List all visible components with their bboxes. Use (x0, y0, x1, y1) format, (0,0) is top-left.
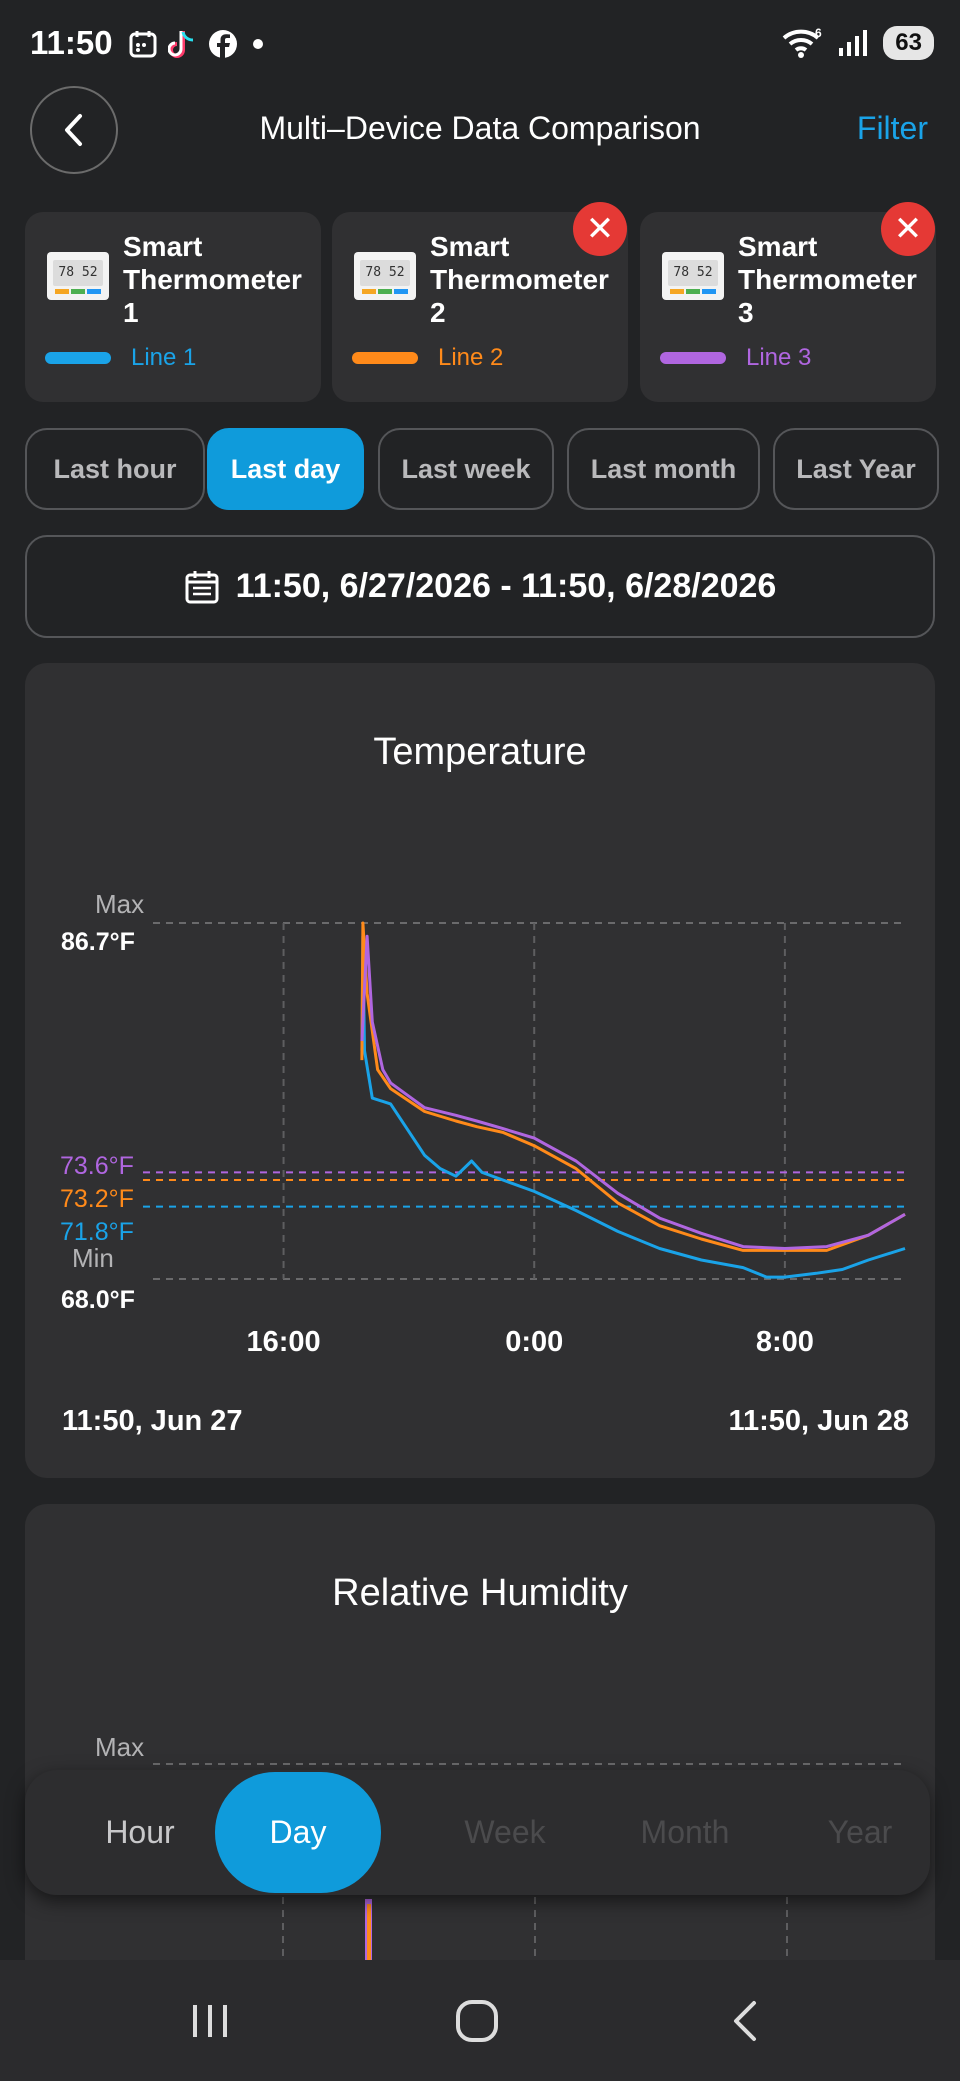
battery-indicator: 63 (883, 26, 934, 60)
recent-apps-button[interactable] (150, 1960, 270, 2081)
line-color-swatch (352, 352, 418, 364)
humidity-chart-title: Relative Humidity (332, 1572, 628, 1614)
device-card[interactable]: 78 52 Smart Thermometer 1 Line 1 (25, 212, 321, 402)
thermometer-device-icon: 78 52 (354, 252, 416, 300)
status-right: 6 63 (781, 26, 934, 60)
series-line-3 (360, 934, 906, 1250)
period-tab[interactable]: Last Year (773, 428, 939, 510)
period-tab[interactable]: Last day (207, 428, 364, 510)
segment-active-indicator (215, 1772, 381, 1893)
series-value-label: 73.6°F (60, 1152, 134, 1180)
thermometer-device-icon: 78 52 (662, 252, 724, 300)
notification-icons (128, 28, 268, 60)
series-line-2 (360, 921, 906, 1252)
wifi-label: 6 (815, 27, 822, 40)
segment-week[interactable]: Week (464, 1814, 546, 1850)
page-title: Multi–Device Data Comparison (259, 110, 701, 146)
device-name: Smart Thermometer 3 (738, 231, 917, 328)
remove-device-button[interactable]: ✕ (881, 202, 935, 256)
device-thumb-reading: 78 52 (668, 260, 718, 286)
thermometer-device-icon: 78 52 (47, 252, 109, 300)
back-icon (734, 2000, 756, 2041)
range-start-label: 11:50, Jun 27 (62, 1405, 243, 1437)
date-range-text: 11:50, 6/27/2026 - 11:50, 6/28/2026 (235, 567, 777, 605)
humidity-series-spike (367, 1904, 371, 1960)
tiktok-icon (168, 31, 194, 58)
signal-icon (839, 30, 868, 56)
line-color-swatch (660, 352, 726, 364)
temperature-chart-title: Temperature (373, 731, 587, 773)
device-name: Smart Thermometer 2 (430, 231, 609, 328)
max-value: 86.7°F (61, 928, 135, 956)
date-range-picker[interactable]: 11:50, 6/27/2026 - 11:50, 6/28/2026 (25, 535, 935, 638)
status-bar: 11:50 6 63 (0, 0, 960, 90)
home-icon (456, 1999, 498, 2042)
device-line-label: Line 3 (746, 344, 812, 371)
humidity-chart: Max (95, 1732, 905, 1960)
calendar-icon (185, 570, 219, 603)
x-tick-label: 8:00 (756, 1326, 814, 1358)
segment-hour[interactable]: Hour (105, 1814, 175, 1850)
humidity-max-label: Max (95, 1732, 144, 1762)
range-segmented-control: Hour Day Week Month Year (25, 1770, 930, 1895)
segment-day[interactable]: Day (269, 1814, 327, 1850)
line-color-swatch (45, 352, 111, 364)
system-nav-bar (0, 1960, 960, 2081)
segment-month[interactable]: Month (640, 1814, 730, 1850)
status-time: 11:50 (30, 24, 113, 61)
period-tab[interactable]: Last month (567, 428, 760, 510)
min-label: Min (72, 1243, 114, 1273)
x-tick-label: 0:00 (505, 1326, 563, 1358)
dot-icon (253, 39, 263, 49)
temperature-chart-card: 16:00 0:00 8:00 Max 86.7°F Min 68.0°F 73.6°F 73.… (25, 663, 935, 1478)
x-tick-label: 16:00 (246, 1326, 320, 1358)
period-tab[interactable]: Last week (378, 428, 554, 510)
segment-year[interactable]: Year (827, 1814, 893, 1850)
chevron-left-icon (65, 114, 82, 146)
device-card[interactable]: 78 52 Smart Thermometer 2 Line 2 (332, 212, 628, 402)
device-thumb-reading: 78 52 (360, 260, 410, 286)
max-label: Max (95, 889, 144, 919)
period-tab[interactable]: Last hour (25, 428, 205, 510)
calendar-icon (129, 31, 157, 58)
wifi-icon: 6 (782, 27, 822, 58)
series-value-label: 71.8°F (60, 1218, 134, 1246)
series-value-label: 73.2°F (60, 1185, 134, 1213)
filter-button[interactable]: Filter (856, 110, 928, 146)
series-line-1 (360, 934, 906, 1279)
device-line-label: Line 1 (131, 344, 197, 371)
back-button[interactable] (30, 86, 118, 174)
device-line-label: Line 2 (438, 344, 504, 371)
home-button[interactable] (417, 1960, 537, 2081)
device-name: Smart Thermometer 1 (123, 231, 302, 328)
device-thumb-reading: 78 52 (53, 260, 103, 286)
temperature-chart: 16:00 0:00 8:00 Max 86.7°F Min 68.0°F 73.6°F 73.… (60, 889, 909, 1437)
system-back-button[interactable] (685, 1960, 805, 2081)
facebook-icon (209, 30, 237, 59)
recent-apps-icon (193, 2004, 227, 2037)
range-end-label: 11:50, Jun 28 (728, 1405, 909, 1437)
remove-device-button[interactable]: ✕ (573, 202, 627, 256)
min-value: 68.0°F (61, 1286, 135, 1314)
